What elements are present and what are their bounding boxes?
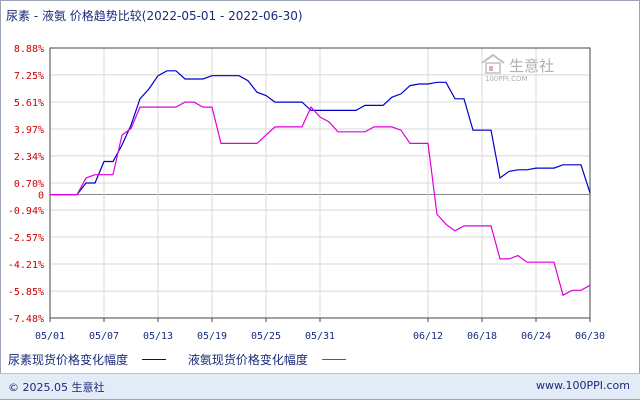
x-tick-label: 06/18 <box>467 331 497 342</box>
watermark-sub: 100PPI.COM <box>485 75 528 83</box>
x-tick-label: 05/25 <box>251 331 281 342</box>
legend-label-urea: 尿素现货价格变化幅度 <box>8 353 129 367</box>
x-tick-label: 05/19 <box>197 331 227 342</box>
site-link[interactable]: www.100PPI.com <box>536 379 630 392</box>
y-tick-label: 0.70% <box>14 179 44 190</box>
y-tick-label: 2.34% <box>14 152 44 163</box>
y-tick-label: 8.88% <box>14 44 44 55</box>
y-tick-label: 3.97% <box>14 125 44 136</box>
series-line-ammonia <box>50 101 591 297</box>
y-tick-label: -2.57% <box>8 233 44 244</box>
series-layer <box>50 70 591 297</box>
legend-item-urea: 尿素现货价格变化幅度 <box>8 351 167 368</box>
y-tick-label: -7.48% <box>8 314 44 325</box>
x-tick-label: 05/31 <box>305 331 335 342</box>
grid <box>49 47 591 319</box>
footer: © 2025.05 生意社 www.100PPI.com <box>0 373 640 399</box>
y-tick-labels: 8.88% 7.25% 5.61% 3.97% 2.34% 0.70%0 -0.94% -2.… <box>8 44 44 325</box>
x-tick-labels: 05/01 05/07 05/13 05/19 05/25 05/31 06/12 06/18… <box>35 331 605 342</box>
legend: 尿素现货价格变化幅度 液氨现货价格变化幅度 <box>8 351 364 368</box>
y-tick-label: 7.25% <box>14 71 44 82</box>
house-logo-icon <box>481 53 505 74</box>
legend-line-ammonia <box>321 359 346 360</box>
watermark-text: 生意社 <box>509 57 554 75</box>
y-tick-label: -5.85% <box>8 287 44 298</box>
y-tick-label: -4.21% <box>8 260 44 271</box>
y-tick-label: -0.94% <box>8 206 44 217</box>
x-tick-label: 06/12 <box>413 331 443 342</box>
axes <box>49 47 591 322</box>
watermark: 生意社 100PPI.COM <box>481 53 554 83</box>
x-tick-label: 05/01 <box>35 331 65 342</box>
series-line-urea <box>50 70 591 196</box>
x-tick-label: 06/30 <box>575 331 605 342</box>
x-tick-label: 05/07 <box>89 331 119 342</box>
x-tick-label: 06/24 <box>521 331 551 342</box>
copyright-text: © 2025.05 生意社 <box>8 381 105 394</box>
y-tick-label: 5.61% <box>14 98 44 109</box>
legend-line-urea <box>142 359 167 360</box>
legend-item-ammonia: 液氨现货价格变化幅度 <box>188 351 346 368</box>
legend-label-ammonia: 液氨现货价格变化幅度 <box>187 353 308 367</box>
chart-title: 尿素 - 液氨 价格趋势比较(2022-05-01 - 2022-06-30) <box>6 9 303 23</box>
plot-border <box>49 47 591 319</box>
y-tick-label: 0 <box>38 191 44 202</box>
x-tick-label: 05/13 <box>143 331 173 342</box>
